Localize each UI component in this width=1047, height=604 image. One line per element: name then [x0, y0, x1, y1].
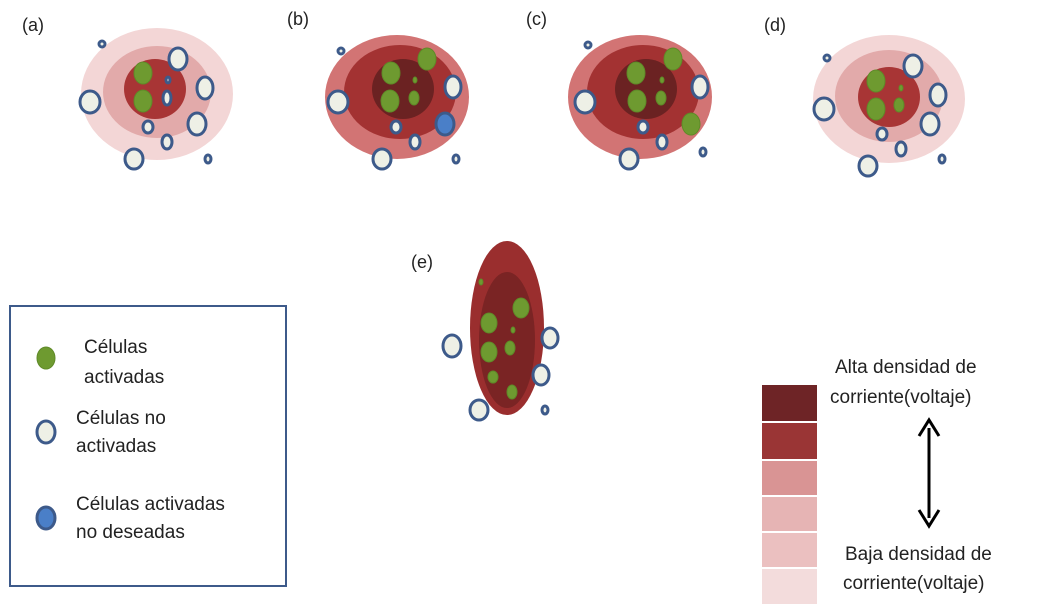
- cell-active: [481, 342, 497, 362]
- cell-inactive: [391, 121, 401, 133]
- cell-inactive: [125, 149, 143, 169]
- cell-active: [481, 313, 497, 333]
- cell-inactive: [692, 76, 708, 98]
- cell-inactive: [657, 135, 667, 149]
- cell-active: [381, 90, 399, 112]
- cell-inactive: [80, 91, 100, 113]
- cell-inactive: [338, 48, 344, 54]
- cell-inactive: [470, 400, 488, 420]
- cell-inactive: [143, 121, 153, 133]
- scale-block: [762, 423, 817, 459]
- panel-b: [325, 35, 469, 169]
- cell-inactive: [542, 328, 558, 348]
- cell-inactive: [197, 77, 213, 99]
- scale-block: [762, 497, 817, 531]
- legend-text: Células activadas: [76, 494, 225, 515]
- cell-inactive: [166, 77, 170, 83]
- cell-inactive: [205, 155, 211, 163]
- cell-active: [664, 48, 682, 70]
- panel-a: [80, 28, 233, 169]
- panel-d: [813, 35, 965, 176]
- legend-marker: [37, 421, 55, 443]
- cell-active: [511, 327, 515, 333]
- cell-active: [682, 113, 700, 135]
- cell-inactive: [373, 149, 391, 169]
- cell-inactive: [99, 41, 105, 47]
- legend: Células activadas Células no activadas C…: [10, 306, 286, 586]
- cell-inactive: [921, 113, 939, 135]
- cell-active: [628, 90, 646, 112]
- scale-label: Baja densidad de: [845, 544, 992, 565]
- scale-label: corriente(voltaje): [830, 387, 972, 408]
- scale-label: corriente(voltaje): [843, 573, 985, 594]
- cell-inactive: [533, 365, 549, 385]
- legend-text: no deseadas: [76, 522, 185, 543]
- panel-label: (e): [411, 252, 433, 272]
- cell-inactive: [163, 91, 171, 105]
- scale-label: Alta densidad de: [835, 357, 977, 378]
- panel-c: [568, 35, 712, 169]
- cell-unwanted: [436, 113, 454, 135]
- cell-inactive: [575, 91, 595, 113]
- cell-inactive: [896, 142, 906, 156]
- legend-text: Células no: [76, 408, 166, 429]
- scale-block: [762, 461, 817, 495]
- legend-marker: [37, 347, 55, 369]
- cell-inactive: [814, 98, 834, 120]
- cell-inactive: [638, 121, 648, 133]
- cell-inactive: [410, 135, 420, 149]
- cell-inactive: [877, 128, 887, 140]
- density-scale: Alta densidad de corriente(voltaje) Baja…: [762, 357, 992, 604]
- field-inner: [479, 272, 535, 408]
- cell-inactive: [939, 155, 945, 163]
- cell-active: [418, 48, 436, 70]
- cell-inactive: [859, 156, 877, 176]
- cell-active: [382, 62, 400, 84]
- legend-text: activadas: [84, 367, 164, 388]
- cell-active: [505, 341, 515, 355]
- cell-active: [627, 62, 645, 84]
- cell-inactive: [585, 42, 591, 48]
- cell-inactive: [443, 335, 461, 357]
- scale-block: [762, 533, 817, 567]
- cell-active: [894, 98, 904, 112]
- cell-active: [513, 298, 529, 318]
- legend-marker: [37, 507, 55, 529]
- cell-active: [867, 98, 885, 120]
- legend-text: activadas: [76, 436, 156, 457]
- cell-inactive: [169, 48, 187, 70]
- cell-active: [660, 77, 664, 83]
- cell-active: [867, 70, 885, 92]
- cell-active: [134, 62, 152, 84]
- cell-active: [409, 91, 419, 105]
- scale-block: [762, 569, 817, 604]
- cell-inactive: [162, 135, 172, 149]
- cell-active: [134, 90, 152, 112]
- cell-inactive: [453, 155, 459, 163]
- cell-inactive: [188, 113, 206, 135]
- cell-active: [899, 85, 903, 91]
- cell-inactive: [904, 55, 922, 77]
- cell-inactive: [445, 76, 461, 98]
- diagram: (a) (b) (c) (d) (e): [0, 0, 1047, 604]
- panel-e: [443, 241, 558, 420]
- panel-label: (a): [22, 15, 44, 35]
- cell-inactive: [620, 149, 638, 169]
- cell-inactive: [328, 91, 348, 113]
- cell-active: [488, 371, 498, 383]
- cell-active: [656, 91, 666, 105]
- scale-block: [762, 385, 817, 421]
- cell-active: [413, 77, 417, 83]
- cell-active: [507, 385, 517, 399]
- cell-inactive: [824, 55, 830, 61]
- legend-text: Células: [84, 337, 147, 358]
- cell-inactive: [542, 406, 548, 414]
- panel-label: (c): [526, 9, 547, 29]
- cell-active: [479, 279, 483, 285]
- cell-inactive: [700, 148, 706, 156]
- panel-label: (b): [287, 9, 309, 29]
- panel-label: (d): [764, 15, 786, 35]
- cell-inactive: [930, 84, 946, 106]
